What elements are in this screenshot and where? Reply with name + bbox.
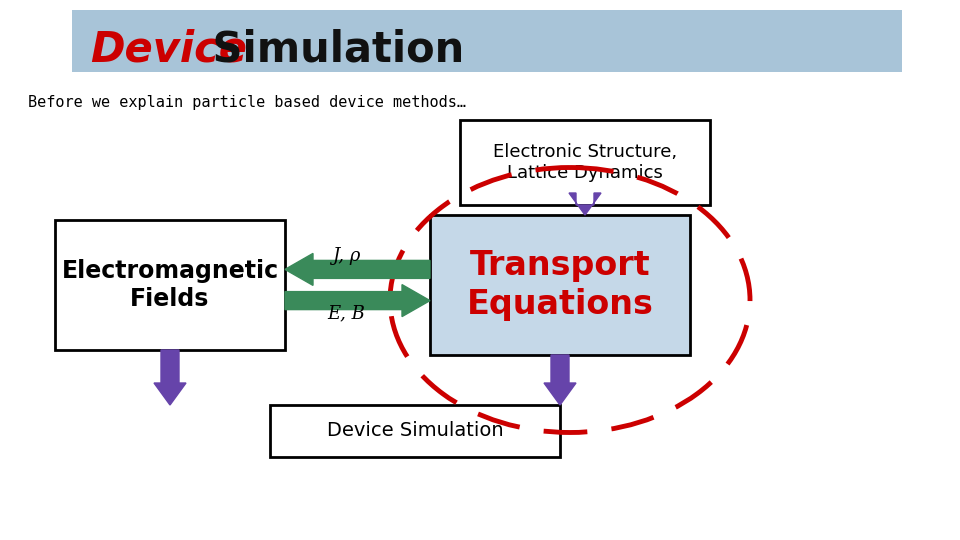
Text: Electromagnetic
Fields: Electromagnetic Fields: [61, 259, 278, 311]
Text: E, B: E, B: [327, 305, 365, 322]
Text: J, ρ: J, ρ: [332, 247, 360, 265]
Text: Electronic Structure,
Lattice Dynamics: Electronic Structure, Lattice Dynamics: [492, 143, 677, 182]
FancyBboxPatch shape: [55, 220, 285, 350]
Polygon shape: [285, 285, 430, 316]
Polygon shape: [285, 253, 430, 286]
Polygon shape: [154, 350, 186, 405]
Polygon shape: [569, 193, 601, 215]
Text: Before we explain particle based device methods…: Before we explain particle based device …: [28, 94, 466, 110]
Polygon shape: [544, 355, 576, 405]
FancyBboxPatch shape: [430, 215, 690, 355]
Text: Device: Device: [90, 29, 247, 71]
Text: Simulation: Simulation: [198, 29, 465, 71]
FancyBboxPatch shape: [460, 120, 710, 205]
Text: Transport
Equations: Transport Equations: [467, 249, 654, 321]
FancyBboxPatch shape: [270, 405, 560, 457]
Text: Device Simulation: Device Simulation: [326, 422, 503, 441]
FancyBboxPatch shape: [72, 10, 902, 72]
